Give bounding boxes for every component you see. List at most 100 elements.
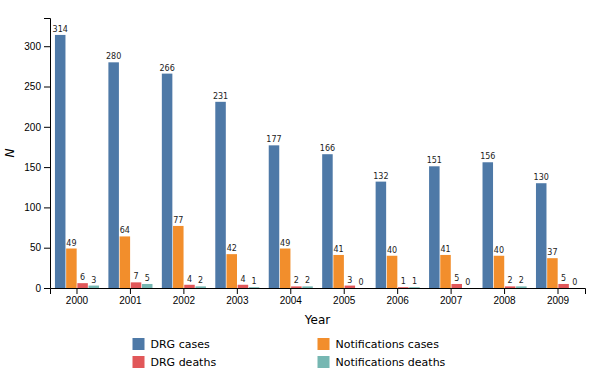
y-tick-label: 300 [24, 41, 41, 52]
data-label: 40 [387, 246, 397, 255]
x-tick: 2007 [440, 288, 463, 306]
x-tick-label: 2002 [173, 295, 196, 306]
data-label: 77 [173, 216, 183, 225]
data-label: 156 [480, 152, 495, 161]
bar [249, 287, 260, 288]
bar [77, 283, 88, 288]
data-label: 5 [561, 274, 566, 283]
data-label: 2 [508, 276, 513, 285]
x-tick-label: 2006 [387, 295, 410, 306]
bar [269, 145, 280, 288]
y-tick: 300 [24, 41, 50, 52]
y-tick-label: 150 [24, 162, 41, 173]
data-label: 266 [159, 64, 174, 73]
data-label: 314 [53, 25, 68, 34]
x-tick-label: 2008 [493, 295, 516, 306]
bar [302, 286, 313, 288]
data-label: 2 [294, 276, 299, 285]
x-tick: 2006 [387, 288, 410, 306]
x-tick-label: 2004 [280, 295, 303, 306]
data-label: 6 [80, 273, 85, 282]
x-tick-label: 2007 [440, 295, 463, 306]
data-label: 177 [266, 135, 281, 144]
y-tick: 150 [24, 162, 50, 173]
data-label: 49 [66, 239, 76, 248]
data-label: 49 [280, 239, 290, 248]
data-label: 0 [572, 278, 577, 287]
y-tick-mark [44, 248, 50, 249]
bar [291, 286, 302, 288]
data-label: 40 [494, 246, 504, 255]
x-tick-label: 2009 [547, 295, 570, 306]
y-tick-label: 100 [24, 202, 41, 213]
y-tick-label: 200 [24, 122, 41, 133]
data-label: 0 [358, 278, 363, 287]
x-tick-mark [76, 288, 77, 294]
legend-item: DRG deaths [133, 356, 217, 369]
bar [226, 254, 237, 288]
bar [333, 255, 344, 288]
y-axis-line [44, 19, 51, 289]
plot: 0501001502002503002000200120022003200420… [3, 19, 586, 328]
y-tick-mark [44, 288, 50, 289]
y-axis: 050100150200250300 [24, 19, 50, 294]
x-tick: 2008 [493, 288, 516, 306]
data-label: 2 [198, 276, 203, 285]
bar [516, 286, 527, 288]
x-tick: 2005 [333, 288, 356, 306]
x-tick: 2002 [173, 288, 196, 306]
x-tick: 2003 [226, 288, 249, 306]
data-label: 151 [427, 156, 442, 165]
x-tick-mark [237, 288, 238, 294]
bar [547, 258, 558, 288]
legend-label: Notifications cases [336, 338, 440, 351]
y-tick-mark [44, 127, 50, 128]
y-tick-mark [44, 46, 50, 47]
y-axis-title: N [3, 148, 17, 157]
legend-swatch [133, 338, 145, 350]
bar [131, 282, 142, 288]
bar [55, 35, 66, 288]
data-labels: 3142802662311771661321511561304964774249… [53, 25, 578, 287]
data-label: 41 [440, 245, 450, 254]
data-label: 1 [252, 277, 257, 286]
x-tick: 2001 [119, 288, 142, 306]
x-tick: 2000 [66, 288, 89, 306]
legend-item: DRG cases [133, 338, 210, 351]
legend: DRG casesNotifications casesDRG deathsNo… [133, 338, 446, 369]
y-tick: 0 [35, 283, 50, 294]
bar [483, 162, 494, 288]
legend-item: Notifications cases [318, 338, 440, 351]
legend-label: DRG cases [151, 338, 210, 351]
data-label: 130 [534, 173, 549, 182]
bar [162, 74, 173, 288]
bar [376, 182, 387, 288]
bar [505, 286, 516, 288]
bar [463, 288, 474, 289]
data-label: 42 [227, 244, 237, 253]
x-tick-mark [183, 288, 184, 294]
y-tick-label: 250 [24, 81, 41, 92]
data-label: 231 [213, 92, 228, 101]
bar [108, 62, 119, 288]
bar [184, 285, 195, 288]
x-tick: 2004 [280, 288, 303, 306]
bar [238, 285, 249, 288]
y-tick: 250 [24, 81, 50, 92]
x-tick-mark [558, 288, 559, 294]
data-label: 2 [519, 276, 524, 285]
bar [356, 288, 367, 289]
data-label: 132 [373, 172, 388, 181]
bar [409, 287, 420, 288]
bar [387, 256, 398, 288]
y-tick: 200 [24, 122, 50, 133]
bars [55, 35, 569, 288]
legend-swatch [318, 338, 330, 350]
y-tick-mark [44, 87, 50, 88]
bar [536, 183, 547, 288]
bar [215, 102, 226, 288]
chart: 0501001502002503002000200120022003200420… [0, 0, 600, 380]
x-tick-mark [344, 288, 345, 294]
bar [570, 288, 581, 289]
x-tick-mark [397, 288, 398, 294]
